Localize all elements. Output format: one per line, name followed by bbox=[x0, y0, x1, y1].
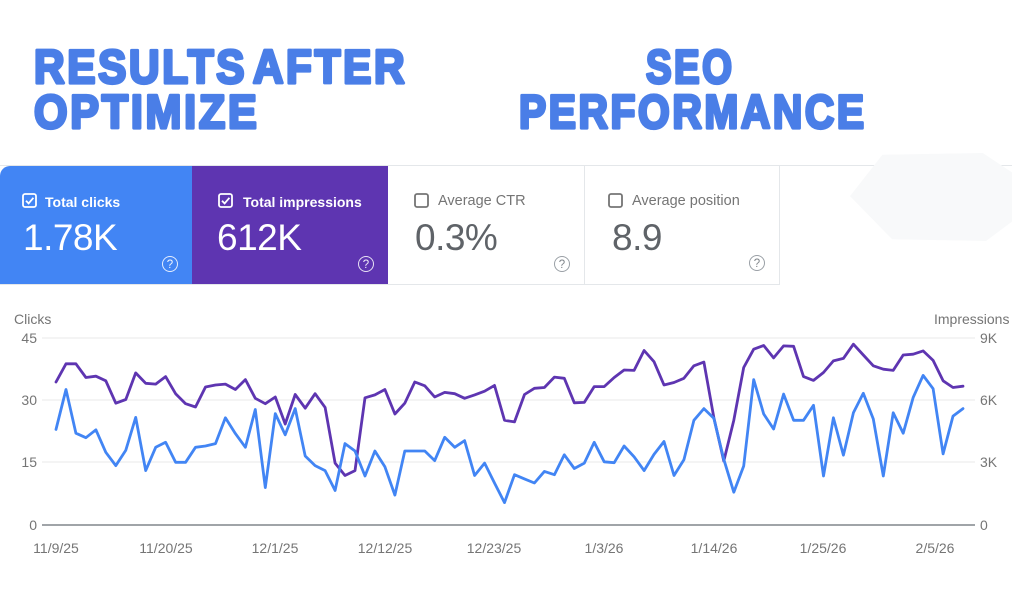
svg-text:SEO: SEO bbox=[646, 41, 734, 94]
svg-text:PERFORMANCE: PERFORMANCE bbox=[519, 86, 867, 138]
svg-text:OPTIMIZE: OPTIMIZE bbox=[34, 85, 259, 138]
svg-text:RESULTS AFTER: RESULTS AFTER bbox=[34, 42, 407, 94]
